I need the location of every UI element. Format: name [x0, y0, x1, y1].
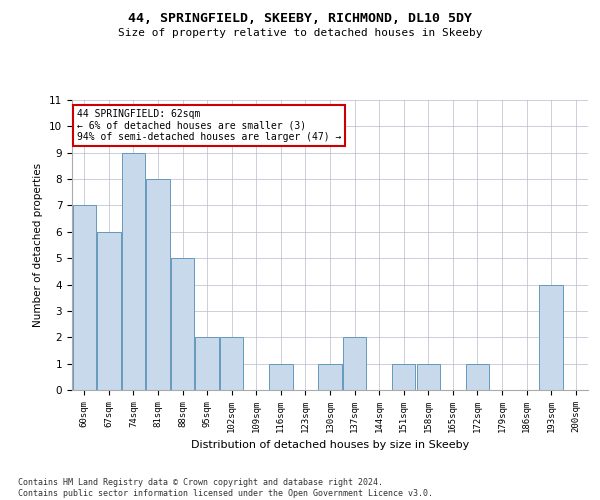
Text: 44, SPRINGFIELD, SKEEBY, RICHMOND, DL10 5DY: 44, SPRINGFIELD, SKEEBY, RICHMOND, DL10 … [128, 12, 472, 26]
Bar [220, 338, 244, 390]
Text: Size of property relative to detached houses in Skeeby: Size of property relative to detached ho… [118, 28, 482, 38]
Bar [269, 364, 293, 390]
Bar [171, 258, 194, 390]
Bar [146, 179, 170, 390]
Bar [73, 206, 96, 390]
Y-axis label: Number of detached properties: Number of detached properties [34, 163, 43, 327]
Bar [343, 338, 366, 390]
Bar [319, 364, 341, 390]
X-axis label: Distribution of detached houses by size in Skeeby: Distribution of detached houses by size … [191, 440, 469, 450]
Bar [196, 338, 219, 390]
Bar [466, 364, 489, 390]
Bar [416, 364, 440, 390]
Bar [539, 284, 563, 390]
Bar [122, 152, 145, 390]
Bar [97, 232, 121, 390]
Bar [392, 364, 415, 390]
Text: Contains HM Land Registry data © Crown copyright and database right 2024.
Contai: Contains HM Land Registry data © Crown c… [18, 478, 433, 498]
Text: 44 SPRINGFIELD: 62sqm
← 6% of detached houses are smaller (3)
94% of semi-detach: 44 SPRINGFIELD: 62sqm ← 6% of detached h… [77, 108, 341, 142]
